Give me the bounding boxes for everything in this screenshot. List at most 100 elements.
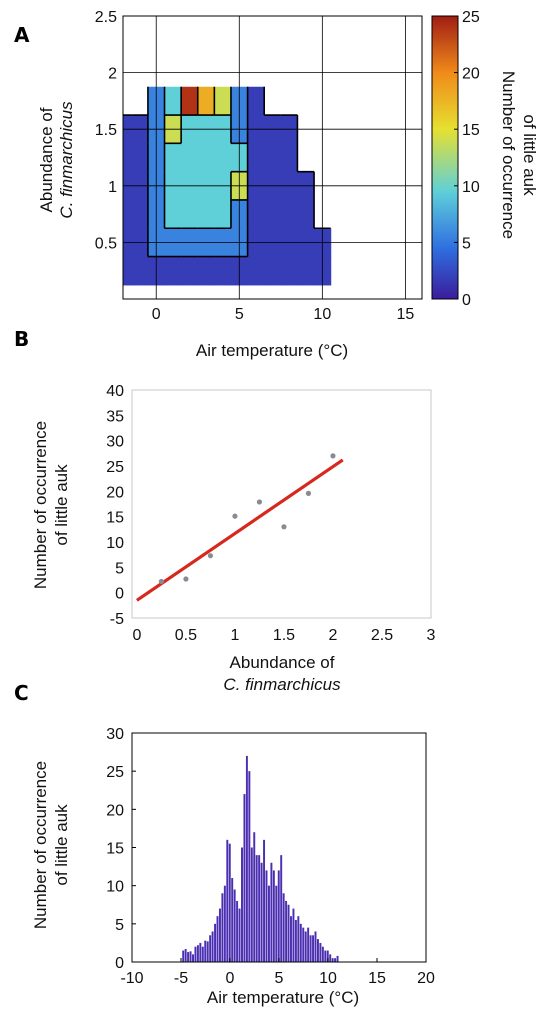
colorbar-gradient xyxy=(431,15,459,300)
colorbar-tick-label: 15 xyxy=(462,122,480,139)
contour-cell xyxy=(164,256,182,286)
histogram-bar xyxy=(184,949,187,962)
panel-a-xlabel: Air temperature (°C) xyxy=(196,341,348,360)
panel-b-ylabel-line2: of little auk xyxy=(52,464,71,546)
histogram-bar xyxy=(228,843,231,962)
histogram-bar xyxy=(275,885,278,962)
contour-cell xyxy=(280,143,299,173)
panel-b-ylabel-line1: Number of occurrence xyxy=(31,421,50,589)
panel-a-xtick-label: 0 xyxy=(152,306,161,323)
panel-b-scatter-plot: 0 0.5 1 1.5 2 2.5 3 -5 0 5 10 15 20 25 30 35 40 xyxy=(106,383,435,644)
panel-b-xtick-label: 3 xyxy=(427,627,436,644)
histogram-bar xyxy=(316,939,319,962)
panel-b-xtick-label: 2 xyxy=(329,627,338,644)
contour-cell xyxy=(181,143,199,173)
histogram-bar xyxy=(245,755,248,962)
colorbar-tick-label: 20 xyxy=(462,66,480,83)
histogram-bar xyxy=(299,923,302,962)
histogram-bar xyxy=(231,878,234,962)
contour-cell xyxy=(197,86,215,116)
histogram-bar xyxy=(216,916,219,962)
panel-c-xtick-label: 20 xyxy=(417,970,435,987)
histogram-bar xyxy=(226,839,229,962)
data-point xyxy=(281,524,287,530)
histogram-bar xyxy=(292,908,295,962)
histogram-bar xyxy=(248,771,251,962)
histogram-bar xyxy=(265,870,268,962)
panel-a-ytick-label: 1 xyxy=(108,179,117,196)
panel-a-ytick-label: 0.5 xyxy=(95,235,117,252)
histogram-bar xyxy=(209,935,212,962)
histogram-bar xyxy=(267,885,270,962)
panel-c-xtick-label: -10 xyxy=(120,970,143,987)
histogram-bar xyxy=(285,900,288,962)
contour-cell xyxy=(264,256,282,286)
contour-cell xyxy=(197,143,215,173)
histogram-bar xyxy=(199,942,202,962)
contour-cell xyxy=(131,256,149,286)
panel-c-ytick-label: 5 xyxy=(115,917,124,934)
histogram-bar xyxy=(250,847,253,962)
panel-c-xtick-label: 5 xyxy=(275,970,284,987)
contour-cell xyxy=(264,143,282,173)
histogram-bar xyxy=(243,794,246,962)
histogram-bar xyxy=(194,946,197,962)
data-point xyxy=(232,513,238,519)
histogram-bar xyxy=(270,862,273,962)
panel-c-ylabel-line2: of little auk xyxy=(52,804,71,886)
contour-cell xyxy=(197,256,215,286)
panel-b-xlabel-line1: Abundance of xyxy=(230,653,335,672)
contour-cell xyxy=(164,86,182,116)
panel-b-ytick-label: 0 xyxy=(115,586,124,603)
panel-b-ytick-label: 15 xyxy=(106,510,124,527)
fit-line xyxy=(136,458,344,602)
panel-a-ytick-label: 2 xyxy=(108,66,117,83)
panel-c-xtick-label: 10 xyxy=(319,970,337,987)
histogram-bar xyxy=(297,916,300,962)
histogram-bar xyxy=(255,855,258,962)
contour-cell xyxy=(123,199,132,229)
histogram-bar xyxy=(277,870,280,962)
colorbar-tick-label: 25 xyxy=(462,9,480,26)
histogram-bar xyxy=(304,931,307,962)
histogram-bar xyxy=(314,931,317,962)
histogram-bar xyxy=(204,940,207,962)
histogram-bar xyxy=(309,935,312,962)
panel-b-xtick-label: 0.5 xyxy=(175,627,197,644)
panel-a-contour-plot: 0 5 10 15 0.5 1 1.5 2 2.5 xyxy=(95,9,423,323)
contour-cell xyxy=(197,199,215,229)
histogram-bar xyxy=(326,950,329,962)
data-point xyxy=(330,453,336,459)
panel-a-frame xyxy=(122,15,423,300)
panel-b-xtick-label: 1 xyxy=(230,627,239,644)
contour-cell xyxy=(247,199,265,229)
contour-cell xyxy=(297,199,315,229)
histogram-bar xyxy=(319,942,322,962)
histogram-bar xyxy=(196,945,199,962)
panel-c-ytick-label: 20 xyxy=(106,802,124,819)
panel-c-ylabel-line1: Number of occurrence xyxy=(31,761,50,929)
contour-cell xyxy=(164,199,182,229)
histogram-bar xyxy=(221,893,224,962)
histogram-bar xyxy=(294,920,297,962)
histogram-bar xyxy=(307,927,310,962)
histogram-bar xyxy=(282,893,285,962)
histogram-bar xyxy=(324,950,327,962)
contour-field xyxy=(123,86,332,286)
panel-b-xtick-label: 2.5 xyxy=(371,627,393,644)
histogram-bar xyxy=(280,855,283,962)
histogram-bar xyxy=(272,870,275,962)
histogram-bar xyxy=(334,958,337,962)
contour-cell xyxy=(297,256,315,286)
histogram-bar xyxy=(258,855,261,962)
panel-b-ytick-label: 10 xyxy=(106,535,124,552)
panel-c-xtick-label: -5 xyxy=(174,970,188,987)
contour-cell xyxy=(214,86,232,116)
panel-c-ytick-label: 30 xyxy=(106,726,124,743)
panel-b-frame xyxy=(131,389,432,619)
contour-cell xyxy=(247,143,265,173)
histogram-bar xyxy=(223,885,226,962)
panel-a-ylabel-line1: Abundance of xyxy=(37,107,56,212)
contour-cell xyxy=(181,86,199,116)
